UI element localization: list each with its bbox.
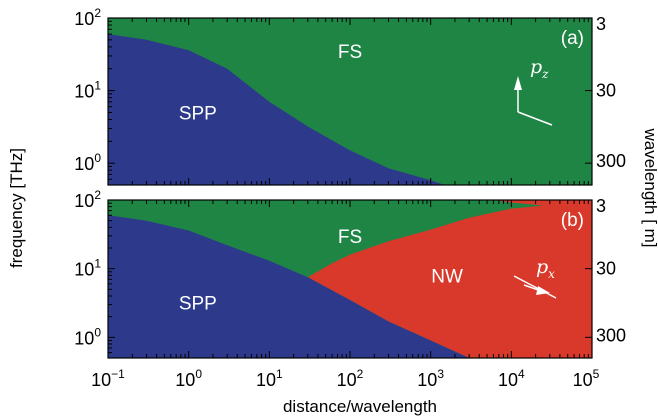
x-tick-label: 104 [498,367,525,390]
region-spp-area [108,34,445,185]
region-label-spp: SPP [179,294,217,315]
panel-a: 100 101 102 3 30 300 SPP FS (a) pz [74,6,626,186]
dipole-arrow-head-icon [514,76,522,90]
x-tick-label: 102 [337,367,364,390]
dipole-axis-line [517,111,553,126]
y-tick-label: 100 [74,325,101,348]
panel-b: 100 101 102 3 30 300 10−1 100 101 102 103 104 105 SPP… [74,188,626,390]
region-label-fs: FS [338,42,362,63]
x-tick-label: 100 [175,367,202,390]
y-axis-label: frequency [THz] [7,148,26,268]
x-tick-label: 10−1 [91,367,125,390]
right-tick-label: 300 [596,151,626,171]
region-spp-area [108,215,470,358]
x-tick-label: 105 [573,367,600,390]
right-tick-label: 30 [596,259,616,279]
region-label-fs: FS [338,227,362,248]
x-tick-label: 103 [417,367,444,390]
right-y-axis-label: wavelength [ m] [641,127,658,247]
right-tick-label: 3 [596,196,606,216]
dipole-axis-line [513,275,557,299]
y-tick-label: 100 [74,151,101,174]
right-tick-label: 30 [596,81,616,101]
panel-label: (a) [561,28,584,49]
dipole-arrow-head-icon [536,286,550,295]
polarization-label: px [536,256,555,281]
polarization-label: pz [530,56,549,81]
right-tick-label: 300 [596,325,626,345]
y-tick-label: 102 [74,188,101,211]
region-label-nw: NW [431,266,463,287]
right-tick-label: 3 [596,14,606,34]
region-nw-area [307,200,592,358]
y-tick-label: 101 [74,79,101,102]
region-label-spp: SPP [179,103,217,124]
x-axis-label: distance/wavelength [283,397,437,416]
y-tick-label: 101 [74,257,101,280]
panel-label: (b) [561,210,584,231]
x-tick-label: 101 [256,367,283,390]
y-tick-label: 102 [74,6,101,29]
